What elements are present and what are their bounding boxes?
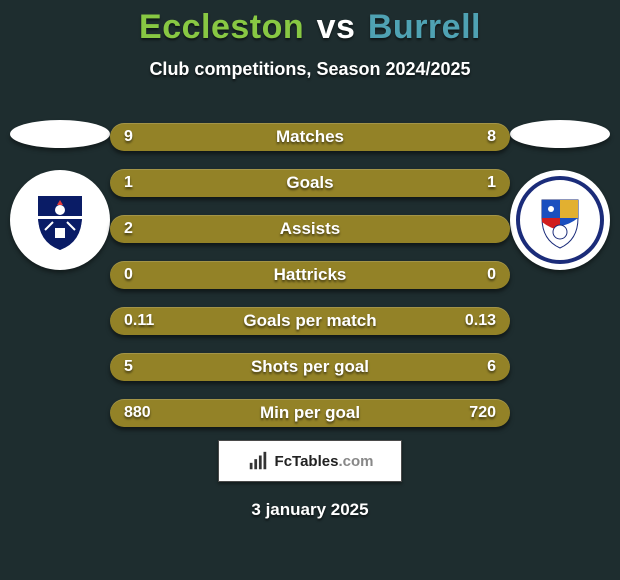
right-name-oval [510,120,610,148]
logo-suffix: .com [338,453,373,470]
logo-text: FcTables.com [275,453,374,470]
player-right-name: Burrell [368,8,481,46]
left-name-oval [10,120,110,148]
stat-value-left: 0.11 [124,307,154,335]
stat-label: Goals [286,173,333,193]
stat-value-left: 2 [124,215,133,243]
right-club-crest [510,170,610,270]
stat-bar: 2 Assists [110,215,510,243]
fctables-logo-box: FcTables.com [218,440,402,482]
stat-bar: 9 Matches 8 [110,123,510,151]
stat-label: Shots per goal [251,357,369,377]
stat-bar: 0.11 Goals per match 0.13 [110,307,510,335]
shield-icon [10,170,110,270]
subtitle: Club competitions, Season 2024/2025 [0,59,620,80]
stat-label: Assists [280,219,340,239]
stat-label: Hattricks [274,265,347,285]
stat-bar: 5 Shots per goal 6 [110,353,510,381]
stat-value-left: 880 [124,399,151,427]
logo-brand: FcTables [275,453,339,470]
stat-label: Matches [276,127,344,147]
player-left-name: Eccleston [139,8,304,46]
title-row: Eccleston vs Burrell [0,0,620,47]
stat-value-right: 8 [487,123,496,151]
stats-bars: 9 Matches 8 1 Goals 1 2 Assists 0 Hattricks 0 0.11 G… [110,123,510,427]
stat-value-left: 5 [124,353,133,381]
bar-chart-icon [247,450,269,472]
stat-value-left: 1 [124,169,133,197]
stat-value-left: 0 [124,261,133,289]
date-label: 3 january 2025 [0,500,620,520]
stat-value-right: 720 [469,399,496,427]
stat-value-right: 1 [487,169,496,197]
stat-value-right: 6 [487,353,496,381]
shield-icon [510,170,610,270]
stat-bar: 1 Goals 1 [110,169,510,197]
left-club-crest [10,170,110,270]
stat-bar: 0 Hattricks 0 [110,261,510,289]
stat-value-right: 0 [487,261,496,289]
left-club-column [10,120,110,270]
stat-label: Min per goal [260,403,360,423]
stat-value-left: 9 [124,123,133,151]
right-club-column [510,120,610,270]
stat-value-right: 0.13 [465,307,496,335]
vs-label: vs [317,8,356,46]
stat-bar: 880 Min per goal 720 [110,399,510,427]
stat-label: Goals per match [243,311,376,331]
